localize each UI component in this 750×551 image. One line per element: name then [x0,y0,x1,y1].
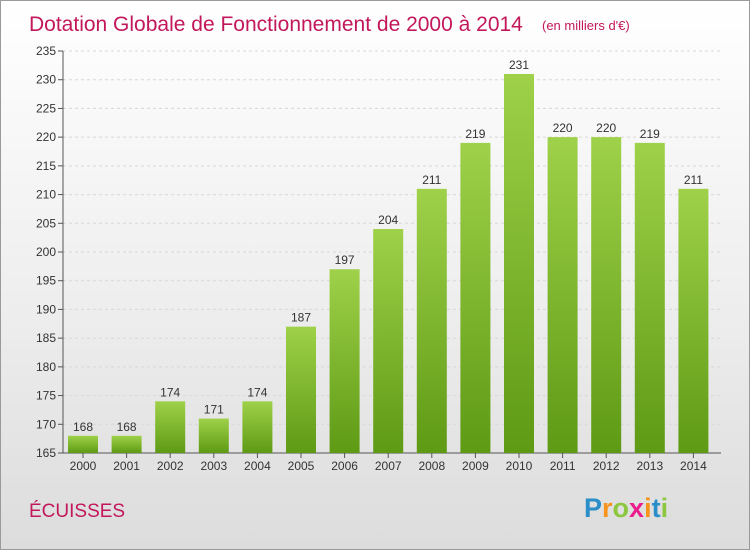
x-tick-label: 2002 [157,459,184,473]
bar [591,137,622,453]
x-tick-label: 2010 [506,459,533,473]
bar [634,142,665,453]
x-tick-label: 2012 [593,459,620,473]
bar [286,326,316,453]
y-tick-label: 185 [36,331,56,345]
x-tick-label: 2009 [462,459,489,473]
data-label: 211 [684,173,703,187]
x-tick-label: 2008 [418,459,445,473]
x-tick-label: 2005 [288,459,315,473]
bar [460,142,491,453]
bar [68,435,98,453]
y-tick-label: 195 [36,274,56,288]
chart-subtitle: (en milliers d'€) [542,18,630,33]
logo-letter: x [629,493,644,523]
data-label: 174 [247,385,267,399]
y-tick-label: 215 [36,159,56,173]
commune-name: ÉCUISSES [29,501,125,522]
x-tick-label: 2000 [70,459,97,473]
data-label: 219 [465,127,485,141]
y-tick-label: 190 [36,302,56,316]
bars [68,73,709,454]
y-ticks: 165 170 175 180 185 190 195 200 205 210 215 220 225 2… [36,44,63,460]
bar [416,188,447,454]
logo-letter: i [661,493,669,523]
logo-letter: o [613,493,630,523]
bar [198,418,229,453]
y-tick-label: 225 [36,101,56,115]
logo-letter: P [584,493,602,523]
data-label: 174 [160,385,180,399]
data-label: 220 [553,121,573,135]
y-tick-label: 170 [36,417,56,431]
chart-title: Dotation Globale de Fonctionnement de 20… [29,13,523,36]
bar [111,435,142,453]
data-label: 220 [596,121,616,135]
x-tick-label: 2014 [680,459,707,473]
y-tick-label: 220 [36,130,56,144]
logo-letter: i [644,493,652,523]
data-label: 231 [509,58,529,72]
y-tick-label: 210 [36,188,56,202]
data-label: 168 [117,420,137,434]
bar [155,401,186,453]
bar [547,137,578,453]
bar [373,229,404,453]
x-tick-label: 2007 [375,459,402,473]
data-label: 204 [378,213,398,227]
x-tick-label: 2011 [550,459,576,473]
y-tick-label: 165 [36,446,56,460]
x-tick-label: 2004 [244,459,271,473]
bar [329,269,360,453]
bar [678,188,709,454]
data-label: 171 [204,403,224,417]
y-tick-label: 205 [36,216,56,230]
data-labels: 168 168 174 171 174 187 197 204 211 219 231 220 220 2… [73,58,703,434]
logo-letter: r [602,493,613,523]
bar [242,401,273,453]
x-tick-label: 2013 [636,459,663,473]
x-tick-label: 2003 [200,459,227,473]
logo-letter: t [652,493,661,523]
data-label: 211 [422,173,441,187]
data-label: 168 [73,420,93,434]
y-tick-label: 235 [36,44,56,58]
y-tick-label: 230 [36,73,56,87]
data-label: 187 [291,311,311,325]
y-tick-label: 180 [36,360,56,374]
x-ticks: 2000 2001 2002 2003 2004 2005 2006 2007 2008 2009… [70,453,707,473]
data-label: 197 [335,253,355,267]
y-tick-label: 175 [36,389,56,403]
proxiti-logo: Proxiti [584,493,668,523]
data-label: 219 [640,127,660,141]
x-tick-label: 2001 [113,459,140,473]
x-tick-label: 2006 [331,459,358,473]
y-tick-label: 200 [36,245,56,259]
bar [504,73,534,453]
